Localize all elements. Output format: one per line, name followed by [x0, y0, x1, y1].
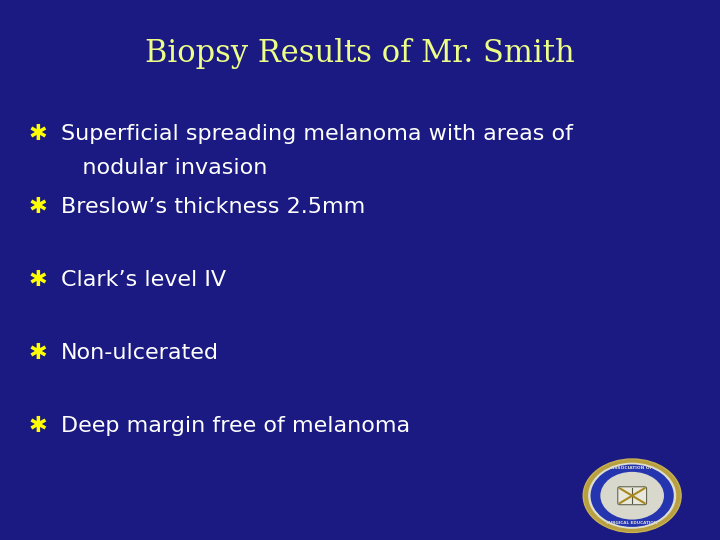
Circle shape [583, 459, 681, 532]
Text: nodular invasion: nodular invasion [61, 158, 268, 178]
Text: Non-ulcerated: Non-ulcerated [61, 343, 219, 363]
Circle shape [590, 464, 674, 527]
Text: ✱: ✱ [29, 343, 48, 363]
Text: Clark’s level IV: Clark’s level IV [61, 270, 226, 290]
Circle shape [600, 472, 664, 519]
Text: ✱: ✱ [29, 197, 48, 217]
Text: ASSOCIATION OF: ASSOCIATION OF [611, 466, 653, 470]
Text: ✱: ✱ [29, 270, 48, 290]
Text: Biopsy Results of Mr. Smith: Biopsy Results of Mr. Smith [145, 38, 575, 69]
Text: ✱: ✱ [29, 124, 48, 144]
Text: SURGICAL EDUCATION: SURGICAL EDUCATION [606, 522, 658, 525]
Text: Superficial spreading melanoma with areas of: Superficial spreading melanoma with area… [61, 124, 573, 144]
Circle shape [588, 463, 676, 529]
Text: Breslow’s thickness 2.5mm: Breslow’s thickness 2.5mm [61, 197, 366, 217]
Text: Deep margin free of melanoma: Deep margin free of melanoma [61, 416, 410, 436]
FancyBboxPatch shape [618, 487, 647, 505]
Text: ✱: ✱ [29, 416, 48, 436]
